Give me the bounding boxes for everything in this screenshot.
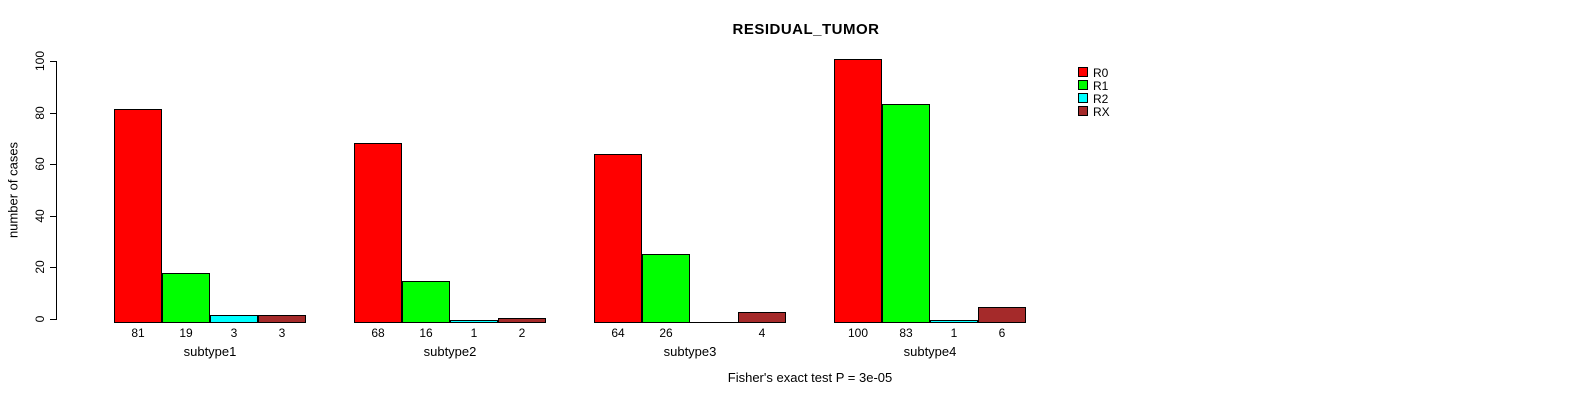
bar-rx-subtype4	[978, 307, 1026, 323]
y-tick-label: 100	[33, 50, 47, 72]
category-label-subtype2: subtype2	[423, 344, 477, 359]
bar-r2-subtype2	[450, 320, 498, 323]
legend-swatch-rx	[1078, 106, 1088, 116]
legend-label-r1: R1	[1093, 79, 1109, 93]
y-tick	[50, 61, 57, 62]
bar-value-label: 83	[899, 326, 913, 340]
bar-value-label: 1	[950, 326, 958, 340]
y-tick	[50, 267, 57, 268]
legend-label-rx: RX	[1093, 105, 1110, 119]
bar-value-label: 4	[758, 326, 766, 340]
bar-rx-subtype1	[258, 315, 306, 323]
y-tick-label: 0	[33, 315, 47, 322]
bar-r0-subtype3	[594, 154, 642, 323]
legend-label-r0: R0	[1093, 66, 1109, 80]
y-tick	[50, 215, 57, 217]
bar-r1-subtype1	[162, 273, 210, 323]
bar-r1-subtype2	[402, 281, 450, 323]
bar-value-label: 3	[278, 326, 286, 340]
category-label-subtype1: subtype1	[183, 344, 237, 359]
bar-r2-subtype1	[210, 315, 258, 323]
y-tick	[50, 318, 57, 320]
bar-r2-subtype4	[930, 320, 978, 323]
legend-swatch-r2	[1078, 93, 1088, 103]
bar-r1-subtype4	[882, 104, 930, 323]
bar-value-label: 6	[998, 326, 1006, 340]
y-tick	[50, 112, 57, 114]
bar-value-label: 68	[371, 326, 385, 340]
legend-label-r2: R2	[1093, 92, 1109, 106]
bar-r0-subtype2	[354, 143, 402, 323]
legend-swatch-r1	[1078, 80, 1088, 90]
bar-value-label: 3	[230, 326, 238, 340]
bar-zero-r2-subtype3	[690, 322, 738, 323]
bar-value-label: 19	[179, 326, 193, 340]
chart-footnote: Fisher's exact test P = 3e-05	[727, 370, 893, 385]
bar-rx-subtype2	[498, 318, 546, 323]
bar-r0-subtype4	[834, 59, 882, 323]
y-tick	[50, 164, 57, 165]
bar-r1-subtype3	[642, 254, 690, 323]
legend-swatch-r0	[1078, 67, 1088, 77]
bar-value-label: 1	[470, 326, 478, 340]
bar-value-label: 100	[847, 326, 869, 340]
bar-rx-subtype3	[738, 312, 786, 323]
y-tick-label: 60	[33, 157, 47, 171]
bar-r0-subtype1	[114, 109, 162, 323]
bar-value-label: 26	[659, 326, 673, 340]
y-tick-label: 80	[33, 105, 47, 120]
bar-value-label: 81	[131, 326, 145, 340]
bar-value-label: 64	[611, 326, 625, 340]
chart-title: RESIDUAL_TUMOR	[732, 21, 880, 38]
bar-value-label: 16	[419, 326, 433, 340]
y-axis-label: number of cases	[5, 141, 21, 239]
category-label-subtype4: subtype4	[903, 344, 957, 359]
bar-value-label: 2	[518, 326, 526, 340]
category-label-subtype3: subtype3	[663, 344, 717, 359]
y-tick-label: 40	[33, 208, 47, 223]
y-axis-line	[56, 61, 57, 319]
y-tick-label: 20	[33, 260, 47, 274]
